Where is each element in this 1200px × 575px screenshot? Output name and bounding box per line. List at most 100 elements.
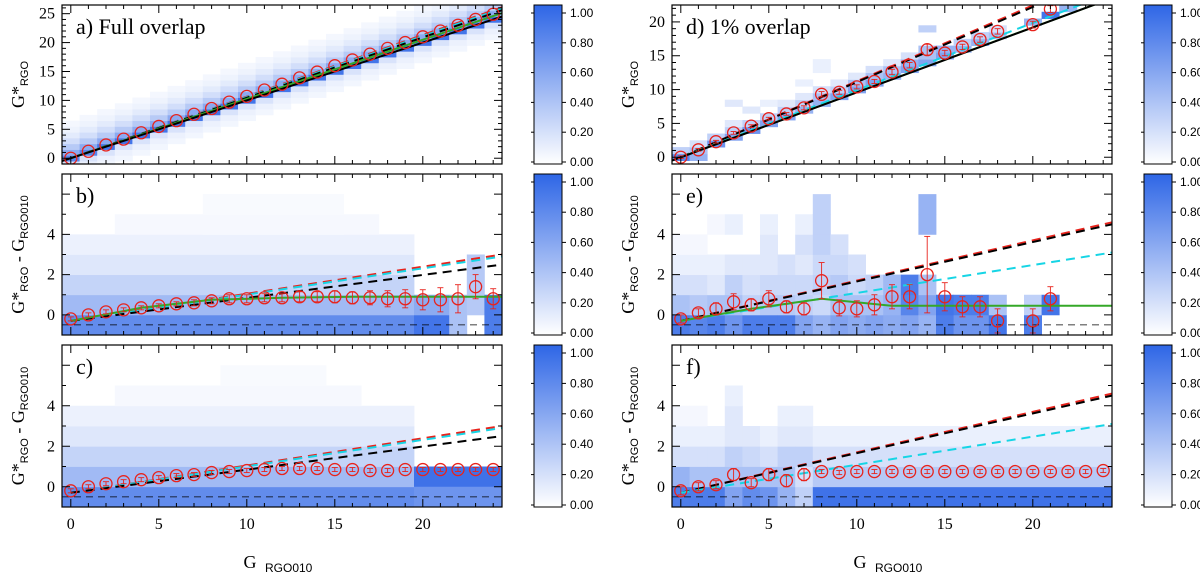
y-tick-label: 0 — [657, 307, 665, 324]
heatmap-cell — [414, 33, 432, 41]
heatmap-cell — [414, 57, 432, 64]
data-point — [363, 463, 377, 478]
data-point — [222, 292, 236, 306]
heatmap-cell — [484, 22, 502, 29]
heatmap-cell — [62, 314, 415, 335]
panel-label: b) — [76, 183, 94, 208]
heatmap-cell — [62, 405, 415, 427]
data-point — [222, 464, 236, 479]
data-point — [1043, 464, 1058, 479]
heatmap-cell — [724, 274, 743, 296]
heatmap-cell — [724, 405, 743, 427]
y-title-main: G* — [618, 86, 638, 108]
heatmap-cell — [150, 143, 168, 150]
panel-label: e) — [686, 183, 703, 208]
heatmap-cell — [150, 120, 168, 127]
data-point — [850, 302, 864, 316]
heatmap-cell — [777, 99, 796, 107]
heatmap-cell — [326, 39, 344, 46]
heatmap-cell — [97, 126, 116, 133]
data-point — [345, 291, 360, 305]
heatmap-cell — [865, 314, 884, 335]
data-point — [416, 30, 430, 44]
heatmap-cell — [238, 80, 256, 87]
heatmap-cells — [672, 385, 1112, 507]
heatmap-cell — [777, 405, 796, 427]
heatmap-cell — [795, 426, 814, 447]
heatmap-cell — [62, 274, 415, 296]
heatmap-cell — [883, 59, 902, 67]
heatmap-cell — [707, 446, 726, 467]
data-point — [867, 464, 882, 479]
heatmap-cell — [760, 234, 778, 255]
heatmap-cell — [689, 153, 708, 162]
y-tick-label: 5 — [47, 121, 55, 138]
colorbar-tick-label: 0.80 — [570, 36, 594, 50]
heatmap-cell — [308, 45, 327, 52]
heatmap-cell — [812, 234, 831, 255]
data-point — [867, 74, 882, 89]
heatmap-cell — [185, 91, 204, 98]
heatmap-cell — [760, 254, 778, 276]
y-title-sub: RGO — [629, 61, 641, 87]
heatmap-cell — [724, 385, 743, 407]
heatmap-cell — [343, 68, 362, 75]
heatmap-cell — [308, 80, 327, 87]
heatmap-cell — [484, 33, 502, 41]
colorbar-gradient — [1143, 173, 1173, 336]
data-point — [468, 12, 483, 27]
data-point — [187, 296, 201, 310]
line-black-dash — [680, 5, 1041, 159]
y-tick-label: 0 — [657, 149, 665, 166]
heatmap-cell — [238, 74, 256, 81]
data-point — [797, 467, 811, 482]
data-point — [938, 290, 952, 304]
data-point — [257, 291, 272, 305]
data-point — [832, 85, 846, 99]
data-point — [955, 40, 970, 54]
y-tick-label: 10 — [649, 82, 665, 99]
heatmap-cell — [812, 194, 831, 215]
y-tick-label: 2 — [657, 438, 665, 455]
heatmap-cell — [62, 234, 415, 255]
heatmap-cell — [742, 446, 761, 467]
heatmap-cell — [378, 62, 397, 69]
heatmap-cell — [202, 91, 221, 98]
data-point — [81, 308, 96, 322]
heatmap-cell — [742, 314, 761, 335]
heatmap-cell — [777, 426, 796, 447]
line-full-line — [62, 15, 502, 163]
data-point — [64, 312, 78, 326]
data-point — [1043, 292, 1058, 306]
heatmap-cell — [202, 85, 221, 93]
panel-b: 0 2 4 b) G*RGO - GRGO010 0.00 0.20 0.40 0.60 0.80… — [8, 173, 594, 340]
heatmap-cell — [431, 45, 450, 52]
heatmap-cell — [114, 149, 133, 156]
heatmap-cell — [484, 28, 502, 35]
heatmap-cell — [466, 33, 485, 41]
heatmap-cell — [220, 85, 239, 93]
data-point — [152, 299, 166, 313]
data-points — [64, 274, 500, 326]
heatmap-cell — [273, 91, 292, 98]
data-point — [275, 461, 289, 476]
heatmap-cell — [255, 85, 274, 93]
heatmap-cell — [167, 103, 186, 110]
heatmap-cell — [97, 120, 116, 127]
heatmap-cell — [114, 120, 133, 127]
panel-label: a) Full overlap — [76, 14, 206, 39]
heatmap-cell — [672, 294, 690, 316]
panel-label: c) — [76, 354, 93, 379]
heatmap-cell — [220, 97, 239, 104]
heatmap-cell — [308, 39, 327, 46]
data-point — [451, 292, 465, 306]
heatmap-cell — [114, 103, 133, 110]
data-point — [1026, 314, 1040, 328]
heatmap-cell — [308, 91, 327, 98]
heatmap-cell — [132, 97, 151, 104]
heatmap-cell — [79, 132, 98, 139]
heatmap-cell — [848, 72, 866, 80]
heatmap-cell — [202, 214, 344, 235]
data-point — [116, 132, 131, 146]
